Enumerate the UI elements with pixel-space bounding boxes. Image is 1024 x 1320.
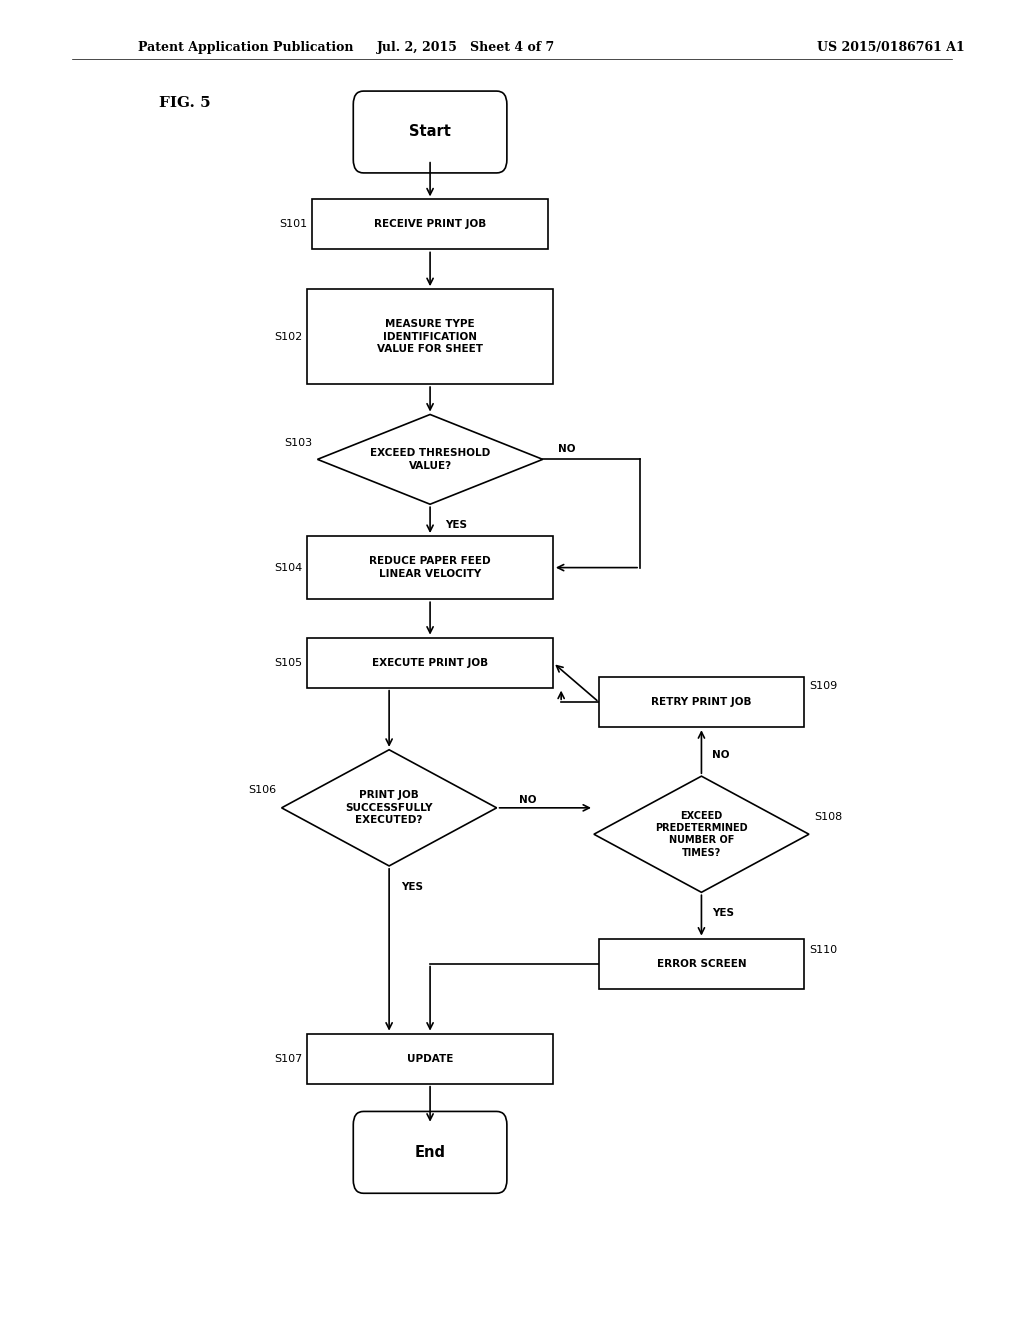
- Polygon shape: [594, 776, 809, 892]
- FancyBboxPatch shape: [307, 1034, 553, 1084]
- Text: S107: S107: [273, 1053, 302, 1064]
- Text: RECEIVE PRINT JOB: RECEIVE PRINT JOB: [374, 219, 486, 230]
- FancyBboxPatch shape: [307, 536, 553, 599]
- Text: YES: YES: [712, 908, 733, 919]
- Text: End: End: [415, 1144, 445, 1160]
- Text: S102: S102: [273, 331, 302, 342]
- FancyBboxPatch shape: [307, 289, 553, 384]
- Text: Patent Application Publication: Patent Application Publication: [138, 41, 353, 54]
- FancyBboxPatch shape: [312, 199, 548, 249]
- Text: YES: YES: [445, 520, 467, 531]
- FancyBboxPatch shape: [353, 1111, 507, 1193]
- Text: YES: YES: [401, 882, 423, 892]
- Text: EXCEED
PREDETERMINED
NUMBER OF
TIMES?: EXCEED PREDETERMINED NUMBER OF TIMES?: [655, 810, 748, 858]
- FancyBboxPatch shape: [599, 939, 804, 989]
- Text: REDUCE PAPER FEED
LINEAR VELOCITY: REDUCE PAPER FEED LINEAR VELOCITY: [370, 557, 490, 578]
- Text: S109: S109: [809, 681, 838, 692]
- FancyBboxPatch shape: [353, 91, 507, 173]
- Text: S108: S108: [814, 812, 843, 822]
- Text: NO: NO: [558, 444, 575, 454]
- Text: RETRY PRINT JOB: RETRY PRINT JOB: [651, 697, 752, 708]
- Text: NO: NO: [519, 795, 537, 805]
- Text: UPDATE: UPDATE: [407, 1053, 454, 1064]
- Text: NO: NO: [712, 750, 729, 760]
- Text: Jul. 2, 2015   Sheet 4 of 7: Jul. 2, 2015 Sheet 4 of 7: [377, 41, 555, 54]
- Text: S110: S110: [809, 945, 837, 956]
- FancyBboxPatch shape: [307, 638, 553, 688]
- FancyBboxPatch shape: [599, 677, 804, 727]
- Text: S101: S101: [280, 219, 307, 230]
- Text: S105: S105: [274, 657, 302, 668]
- Polygon shape: [317, 414, 543, 504]
- Text: PRINT JOB
SUCCESSFULLY
EXECUTED?: PRINT JOB SUCCESSFULLY EXECUTED?: [345, 791, 433, 825]
- Text: EXECUTE PRINT JOB: EXECUTE PRINT JOB: [372, 657, 488, 668]
- Text: EXCEED THRESHOLD
VALUE?: EXCEED THRESHOLD VALUE?: [370, 449, 490, 470]
- Text: US 2015/0186761 A1: US 2015/0186761 A1: [817, 41, 965, 54]
- Text: S106: S106: [249, 785, 276, 796]
- Text: S103: S103: [285, 438, 312, 449]
- Text: Start: Start: [410, 124, 451, 140]
- Text: S104: S104: [273, 562, 302, 573]
- Polygon shape: [282, 750, 497, 866]
- Text: ERROR SCREEN: ERROR SCREEN: [656, 958, 746, 969]
- Text: FIG. 5: FIG. 5: [159, 96, 210, 110]
- Text: MEASURE TYPE
IDENTIFICATION
VALUE FOR SHEET: MEASURE TYPE IDENTIFICATION VALUE FOR SH…: [377, 319, 483, 354]
